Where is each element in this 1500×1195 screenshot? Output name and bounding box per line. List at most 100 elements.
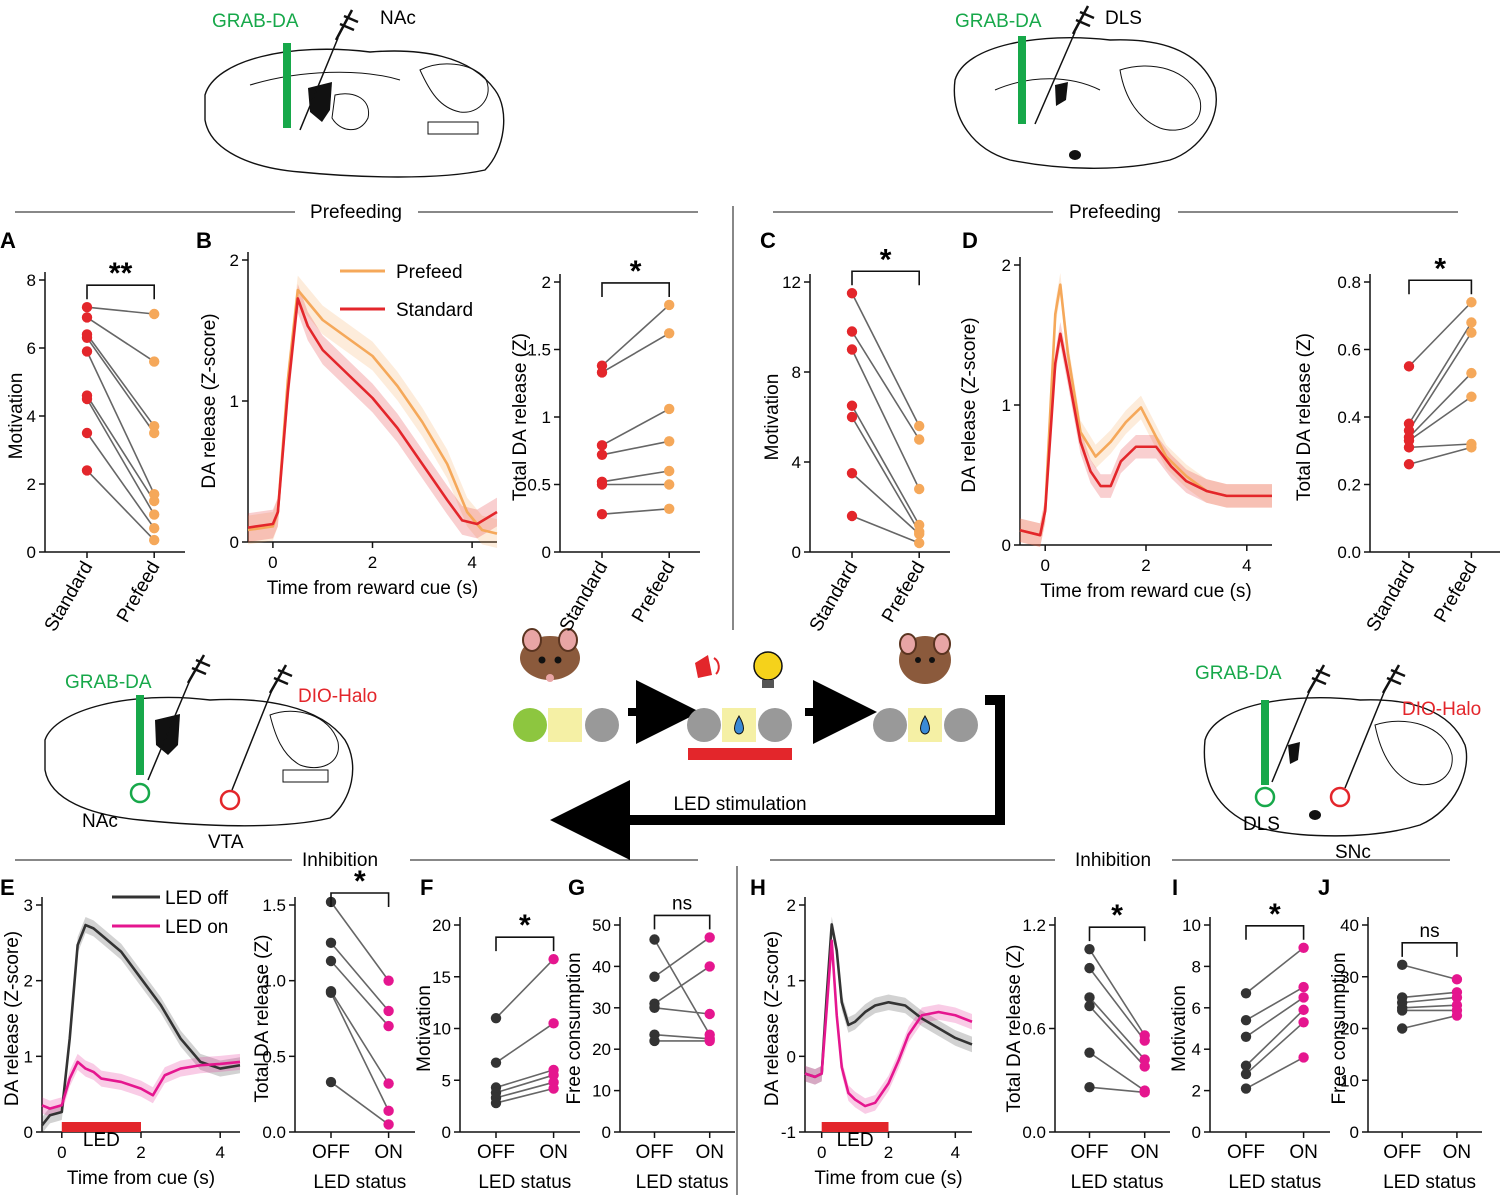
x-axis-title: Time from reward cue (s)	[1040, 581, 1252, 602]
data-point	[325, 987, 337, 998]
stim-label: LED stimulation	[673, 794, 806, 815]
virus-label: DIO-Halo	[1402, 699, 1481, 720]
section-title: Inhibition	[1075, 850, 1151, 871]
data-point	[664, 436, 675, 447]
data-point	[1403, 442, 1415, 453]
data-point	[490, 1012, 502, 1024]
y-tick-label: 0	[1002, 536, 1011, 555]
pair-line	[1408, 446, 1472, 466]
pair-line	[1245, 996, 1305, 1038]
chart-panel-d-total: 0.0 0.2 0.4 0.6 0.8 Total DA release (Z) Stand…	[1294, 252, 1500, 635]
pair-line	[851, 349, 920, 490]
stim-site-label: VTA	[208, 832, 244, 853]
section-header-prefeeding-left: Prefeeding	[15, 202, 698, 223]
series-line	[1019, 332, 1272, 537]
y-tick-label: 40	[1340, 916, 1359, 935]
sem-band	[805, 932, 972, 1114]
data-point	[596, 440, 608, 451]
data-point	[596, 449, 608, 460]
y-tick-label: 1	[24, 1047, 33, 1066]
led-bar	[61, 1122, 141, 1132]
pair-line	[1401, 964, 1458, 981]
data-point	[664, 299, 675, 311]
data-point	[81, 302, 93, 313]
pair-line	[1408, 372, 1472, 438]
pair-line	[601, 332, 670, 374]
y-tick-label: 0	[230, 533, 239, 552]
brain-diagram-dls: GRAB-DA DLS	[953, 5, 1217, 169]
pair-line	[1089, 1051, 1146, 1092]
section-header-inhibition-left: Inhibition	[15, 850, 698, 871]
pair-line	[601, 470, 670, 483]
pair-line	[1402, 996, 1457, 1004]
section-header-inhibition-right: Inhibition	[770, 850, 1450, 871]
y-axis-title: Motivation	[6, 373, 27, 460]
data-point	[596, 367, 608, 378]
y-tick-label: 0.0	[262, 1123, 286, 1142]
syringe-icon	[1071, 5, 1095, 35]
y-tick-label: 20	[592, 1040, 611, 1059]
sem-band	[42, 1053, 240, 1117]
data-point	[81, 346, 93, 357]
panel-letter: I	[1172, 875, 1178, 900]
brain-diagram-nac-vta: GRAB-DA DIO-Halo NAc VTA	[44, 654, 377, 853]
x-tick-label: 0	[1040, 556, 1049, 575]
data-point	[1451, 1010, 1463, 1021]
pair-line	[654, 936, 711, 978]
pair-line	[86, 432, 155, 529]
x-tick-label: Standard	[806, 558, 863, 635]
x-axis-title: Time from reward cue (s)	[267, 578, 479, 599]
x-tick-label: 2	[1141, 556, 1150, 575]
data-point	[1466, 297, 1477, 308]
syringe-icon	[1381, 664, 1406, 694]
significance-label: ns	[672, 893, 692, 914]
data-point	[704, 932, 715, 943]
y-tick-label: 20	[432, 916, 451, 935]
data-point	[1139, 1061, 1150, 1072]
data-point	[649, 1035, 660, 1047]
significance-bracket	[601, 282, 670, 297]
y-tick-label: 0	[792, 543, 801, 562]
pair-line	[1245, 1009, 1305, 1067]
pair-line	[601, 408, 670, 447]
significance-label: *	[1111, 899, 1123, 932]
mouse-icon	[520, 628, 580, 682]
pair-line	[1408, 396, 1472, 442]
data-point	[1084, 992, 1095, 1003]
data-point	[1084, 1000, 1095, 1012]
series-line	[247, 297, 498, 529]
y-tick-label: 1.5	[262, 896, 286, 915]
chart-panel-f: F 0 5 10 15 20 Motivation OFF ON LED status *	[414, 875, 580, 1193]
y-axis-title: Total DA release (Z)	[1294, 333, 1315, 501]
data-point	[1397, 1005, 1408, 1016]
x-tick-label: OFF	[1071, 1142, 1109, 1163]
x-tick-label: OFF	[312, 1142, 350, 1163]
panel-letter: C	[760, 228, 776, 253]
pair-line	[1088, 948, 1146, 1036]
speaker-icon	[695, 655, 720, 678]
data-point	[149, 308, 160, 320]
x-tick-label: ON	[1130, 1142, 1159, 1163]
data-point	[1298, 992, 1309, 1003]
pair-line	[1408, 332, 1473, 431]
data-point	[383, 975, 394, 986]
data-point	[149, 523, 160, 534]
record-site-marker	[1254, 786, 1276, 808]
data-point	[149, 509, 160, 520]
y-axis-title: DA release (Z-score)	[199, 313, 220, 488]
data-point	[1139, 1087, 1150, 1098]
data-point	[664, 465, 675, 477]
x-tick-label: 4	[1242, 556, 1251, 575]
pair-line	[851, 292, 920, 427]
significance-bracket	[1245, 924, 1305, 940]
data-point	[649, 1002, 660, 1013]
y-tick-label: 10	[592, 1082, 611, 1101]
pair-line	[653, 939, 711, 1036]
data-point	[1240, 1015, 1252, 1026]
legend-label: Prefeed	[396, 262, 463, 283]
virus-label: DIO-Halo	[298, 686, 377, 707]
y-tick-label: 0.4	[1337, 408, 1361, 427]
data-point	[1466, 327, 1477, 338]
y-tick-label: 0.6	[1022, 1020, 1046, 1039]
